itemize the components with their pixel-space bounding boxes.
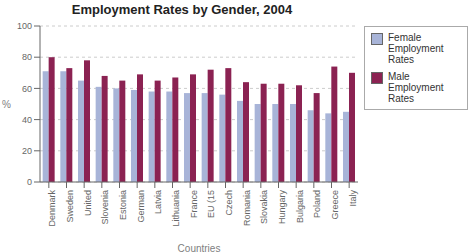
svg-text:Italy: Italy: [348, 190, 358, 207]
html-text:Female Employment Rates: Female Employment Rates: [388, 32, 444, 65]
svg-text:German: German: [136, 190, 146, 223]
svg-text:Bulgaria: Bulgaria: [295, 190, 305, 223]
html-text:Employment Rates by Gender, 20: Employment Rates by Gender, 2004: [71, 2, 293, 17]
svg-text:Poland: Poland: [312, 190, 322, 218]
svg-text:80: 80: [22, 52, 32, 62]
svg-text:60: 60: [22, 84, 32, 94]
svg-text:Latvia: Latvia: [153, 190, 163, 214]
svg-text:Slovakia: Slovakia: [259, 190, 269, 224]
svg-text:Lithuania: Lithuania: [171, 190, 181, 227]
svg-text:United: United: [83, 190, 93, 216]
svg-text:0: 0: [27, 177, 32, 187]
html-text:Male Employment Rates: Male Employment Rates: [388, 71, 444, 104]
svg-text:%: %: [8, 99, 11, 110]
svg-text:Greece: Greece: [330, 190, 340, 220]
svg-text:100: 100: [17, 21, 32, 31]
svg-text:Czech: Czech: [224, 190, 234, 216]
svg-text:Countries: Countries: [178, 243, 221, 252]
svg-text:Slovenia: Slovenia: [100, 190, 110, 225]
svg-text:20: 20: [22, 146, 32, 156]
svg-text:40: 40: [22, 115, 32, 125]
svg-text:EU (15: EU (15: [206, 190, 216, 218]
svg-text:France: France: [189, 190, 199, 218]
svg-text:Romania: Romania: [242, 190, 252, 226]
svg-text:Sweden: Sweden: [65, 190, 75, 223]
svg-text:Denmark: Denmark: [47, 190, 57, 227]
svg-text:Estonia: Estonia: [118, 190, 128, 220]
svg-text:Hungary: Hungary: [277, 190, 287, 225]
